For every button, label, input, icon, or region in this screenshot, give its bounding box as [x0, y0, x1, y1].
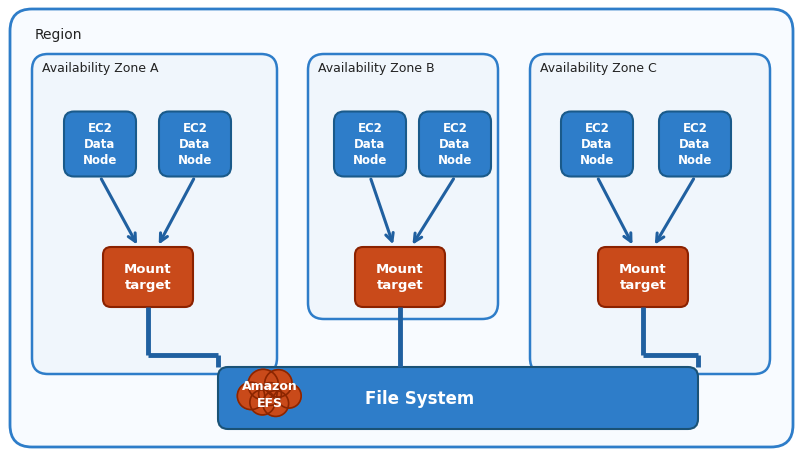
Circle shape: [262, 391, 288, 417]
FancyBboxPatch shape: [10, 10, 792, 447]
FancyBboxPatch shape: [354, 247, 444, 307]
Circle shape: [237, 382, 265, 410]
FancyBboxPatch shape: [217, 367, 697, 429]
Text: EC2
Data
Node: EC2 Data Node: [352, 122, 387, 167]
Text: File System: File System: [365, 389, 474, 407]
Text: EC2
Data
Node: EC2 Data Node: [677, 122, 711, 167]
Circle shape: [258, 383, 281, 406]
Text: EC2
Data
Node: EC2 Data Node: [83, 122, 117, 167]
FancyBboxPatch shape: [334, 112, 406, 177]
FancyBboxPatch shape: [64, 112, 136, 177]
Text: Availability Zone C: Availability Zone C: [539, 62, 656, 75]
FancyBboxPatch shape: [419, 112, 490, 177]
FancyBboxPatch shape: [32, 55, 277, 374]
Text: EC2
Data
Node: EC2 Data Node: [177, 122, 212, 167]
FancyBboxPatch shape: [597, 247, 687, 307]
Text: Mount
target: Mount target: [124, 263, 172, 292]
FancyBboxPatch shape: [308, 55, 497, 319]
FancyBboxPatch shape: [103, 247, 192, 307]
Circle shape: [265, 370, 292, 397]
Text: Amazon
EFS: Amazon EFS: [242, 379, 298, 409]
Circle shape: [249, 390, 274, 415]
FancyBboxPatch shape: [159, 112, 231, 177]
Text: EC2
Data
Node: EC2 Data Node: [579, 122, 614, 167]
FancyBboxPatch shape: [561, 112, 632, 177]
Text: Region: Region: [35, 28, 83, 42]
Text: Mount
target: Mount target: [375, 263, 423, 292]
Text: EC2
Data
Node: EC2 Data Node: [437, 122, 472, 167]
Circle shape: [277, 384, 301, 408]
FancyBboxPatch shape: [658, 112, 730, 177]
FancyBboxPatch shape: [529, 55, 769, 374]
Text: Availability Zone A: Availability Zone A: [42, 62, 158, 75]
Text: Availability Zone B: Availability Zone B: [318, 62, 434, 75]
Circle shape: [248, 369, 278, 400]
Text: Mount
target: Mount target: [618, 263, 666, 292]
